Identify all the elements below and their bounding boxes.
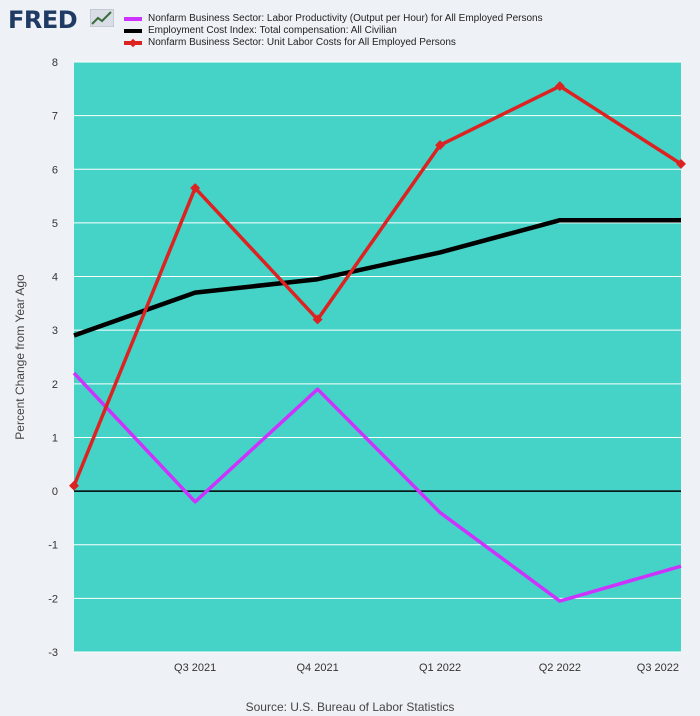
x-tick-label: Q3 2021 bbox=[174, 662, 216, 674]
data-point-marker bbox=[676, 158, 686, 169]
x-tick-label: Q3 2022 bbox=[637, 662, 679, 674]
data-point-marker bbox=[435, 140, 446, 151]
series-lines bbox=[69, 81, 686, 603]
legend-swatch-ecl bbox=[124, 29, 142, 33]
y-tick-label: 8 bbox=[52, 57, 58, 69]
legend: Nonfarm Business Sector: Labor Productiv… bbox=[124, 13, 543, 49]
y-tick-label: 3 bbox=[52, 325, 58, 337]
fred-graph-icon bbox=[90, 9, 114, 27]
legend-label: Employment Cost Index: Total compensatio… bbox=[148, 25, 397, 36]
plot-background bbox=[74, 62, 681, 652]
legend-item-productivity[interactable]: Nonfarm Business Sector: Labor Productiv… bbox=[124, 13, 543, 25]
data-point-marker bbox=[312, 314, 323, 325]
y-tick-label: 1 bbox=[52, 432, 58, 444]
y-tick-label: -1 bbox=[48, 540, 58, 552]
series-line-2 bbox=[72, 84, 682, 487]
x-tick-label: Q2 2022 bbox=[539, 662, 581, 674]
legend-swatch-productivity bbox=[124, 17, 142, 21]
y-tick-label: -2 bbox=[48, 593, 58, 605]
y-axis-ticks: -3 -2 -1 0 1 2 3 4 5 6 7 8 bbox=[48, 57, 58, 659]
series-line-1 bbox=[73, 217, 681, 338]
legend-item-ecl[interactable]: Employment Cost Index: Total compensatio… bbox=[124, 25, 543, 37]
fred-logo[interactable]: FRED bbox=[8, 6, 78, 34]
legend-item-ulc[interactable]: Nonfarm Business Sector: Unit Labor Cost… bbox=[124, 37, 543, 49]
y-tick-label: 4 bbox=[52, 272, 58, 284]
x-axis-ticks: Q3 2021 Q4 2021 Q1 2022 Q2 2022 Q3 2022 bbox=[174, 662, 679, 674]
y-tick-label: 7 bbox=[52, 111, 58, 123]
data-point-marker bbox=[554, 81, 565, 92]
data-point-marker bbox=[190, 183, 201, 193]
gridlines bbox=[74, 61, 681, 653]
legend-label: Nonfarm Business Sector: Unit Labor Cost… bbox=[148, 37, 456, 48]
y-tick-label: -3 bbox=[48, 647, 58, 659]
x-tick-label: Q1 2022 bbox=[419, 662, 461, 674]
y-axis-label: Percent Change from Year Ago bbox=[13, 274, 27, 440]
y-tick-label: 2 bbox=[52, 379, 58, 391]
legend-label: Nonfarm Business Sector: Labor Productiv… bbox=[148, 13, 543, 24]
series-line-0 bbox=[72, 371, 682, 603]
y-tick-label: 6 bbox=[52, 164, 58, 176]
x-tick-label: Q4 2021 bbox=[296, 662, 338, 674]
y-tick-label: 0 bbox=[52, 486, 58, 498]
y-tick-label: 5 bbox=[52, 218, 58, 230]
source-note: Source: U.S. Bureau of Labor Statistics bbox=[245, 700, 455, 714]
header: FRED Nonfarm Business Sector: Labor Prod… bbox=[0, 0, 700, 56]
